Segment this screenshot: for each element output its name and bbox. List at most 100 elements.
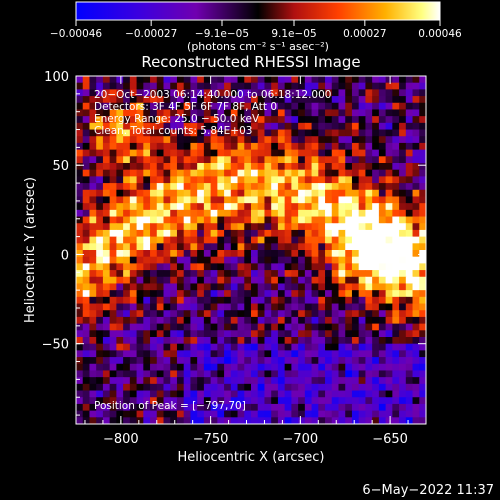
heatmap-cell <box>156 330 165 338</box>
heatmap-cell <box>76 169 84 177</box>
heatmap-cell <box>419 350 426 358</box>
heatmap-cell <box>143 270 151 278</box>
heatmap-cell <box>123 116 131 124</box>
y-axis-label: Heliocentric Y (arcsec) <box>23 177 38 323</box>
heatmap-cell <box>271 122 279 131</box>
heatmap-cell <box>277 136 286 144</box>
heatmap-cell <box>136 370 144 378</box>
heatmap-cell <box>129 410 138 418</box>
heatmap-cell <box>237 142 245 151</box>
heatmap-cell <box>419 303 426 311</box>
heatmap-cell <box>378 129 387 137</box>
heatmap-cell <box>244 350 252 358</box>
heatmap-cell <box>230 316 239 325</box>
heatmap-cell <box>150 377 158 385</box>
heatmap-cell <box>338 122 346 131</box>
heatmap-cell <box>143 397 151 405</box>
heatmap-cell <box>197 183 205 191</box>
heatmap-cell <box>264 129 272 137</box>
heatmap-cell <box>271 290 279 298</box>
heatmap-cell <box>230 410 239 418</box>
heatmap-cell <box>378 76 387 84</box>
heatmap-cell <box>123 163 131 171</box>
heatmap-cell <box>224 357 232 365</box>
heatmap-cell <box>102 343 111 351</box>
heatmap-cell <box>163 283 171 291</box>
heatmap-cell <box>277 183 286 191</box>
heatmap-cell <box>82 116 91 124</box>
heatmap-cell <box>331 82 340 90</box>
heatmap-cell <box>284 343 292 351</box>
heatmap-cell <box>129 303 138 311</box>
heatmap-cell <box>399 209 407 218</box>
heatmap-cell <box>331 350 340 358</box>
heatmap-cell <box>298 89 306 97</box>
heatmap-cell <box>291 142 299 151</box>
heatmap-cell <box>150 156 158 164</box>
heatmap-cell <box>96 330 104 338</box>
heatmap-cell <box>257 76 266 84</box>
heatmap-cell <box>264 149 272 157</box>
heatmap-cell <box>325 122 333 131</box>
heatmap-cell <box>372 196 380 204</box>
heatmap-cell <box>325 149 333 157</box>
heatmap-cell <box>82 323 91 331</box>
heatmap-cell <box>129 209 138 218</box>
heatmap-cell <box>325 323 333 331</box>
heatmap-cell <box>304 310 313 318</box>
heatmap-cell <box>351 250 360 258</box>
heatmap-cell <box>358 417 367 424</box>
heatmap-cell <box>264 203 272 211</box>
heatmap-cell <box>96 223 104 231</box>
heatmap-cell <box>291 149 299 157</box>
heatmap-cell <box>372 129 380 137</box>
heatmap-cell <box>405 343 414 351</box>
heatmap-cell <box>419 122 426 131</box>
heatmap-cell <box>378 296 387 305</box>
heatmap-cell <box>136 176 144 184</box>
heatmap-cell <box>277 203 286 211</box>
heatmap-cell <box>298 283 306 291</box>
heatmap-cell <box>372 403 380 412</box>
heatmap-cell <box>76 223 84 231</box>
heatmap-cell <box>264 290 272 298</box>
heatmap-cell <box>136 196 144 204</box>
heatmap-cell <box>96 216 104 224</box>
heatmap-cell <box>311 89 319 97</box>
heatmap-cell <box>156 102 165 111</box>
heatmap-cell <box>372 350 380 358</box>
heatmap-cell <box>412 370 420 378</box>
heatmap-cell <box>150 236 158 244</box>
heatmap-cell <box>405 390 414 398</box>
heatmap-cell <box>304 109 313 117</box>
heatmap-cell <box>197 410 205 418</box>
heatmap-cell <box>190 350 198 358</box>
heatmap-cell <box>412 350 420 358</box>
heatmap-cell <box>203 116 212 124</box>
heatmap-cell <box>156 377 165 385</box>
heatmap-cell <box>311 256 319 264</box>
heatmap-cell <box>129 142 138 151</box>
heatmap-cell <box>82 290 91 298</box>
heatmap-cell <box>203 357 212 365</box>
heatmap-cell <box>123 403 131 412</box>
heatmap-cell <box>116 129 124 137</box>
heatmap-cell <box>405 270 414 278</box>
heatmap-cell <box>284 136 292 144</box>
heatmap-cell <box>338 82 346 90</box>
heatmap-cell <box>230 303 239 311</box>
heatmap-cell <box>102 357 111 365</box>
heatmap-cell <box>150 109 158 117</box>
heatmap-cell <box>123 276 131 285</box>
heatmap-cell <box>385 417 393 424</box>
heatmap-cell <box>244 176 252 184</box>
heatmap-cell <box>399 250 407 258</box>
heatmap-cell <box>176 129 185 137</box>
heatmap-cell <box>89 122 97 131</box>
heatmap-cell <box>392 116 400 124</box>
heatmap-cell <box>385 216 393 224</box>
heatmap-cell <box>304 357 313 365</box>
heatmap-cell <box>76 250 84 258</box>
heatmap-cell <box>190 156 198 164</box>
heatmap-cell <box>298 116 306 124</box>
